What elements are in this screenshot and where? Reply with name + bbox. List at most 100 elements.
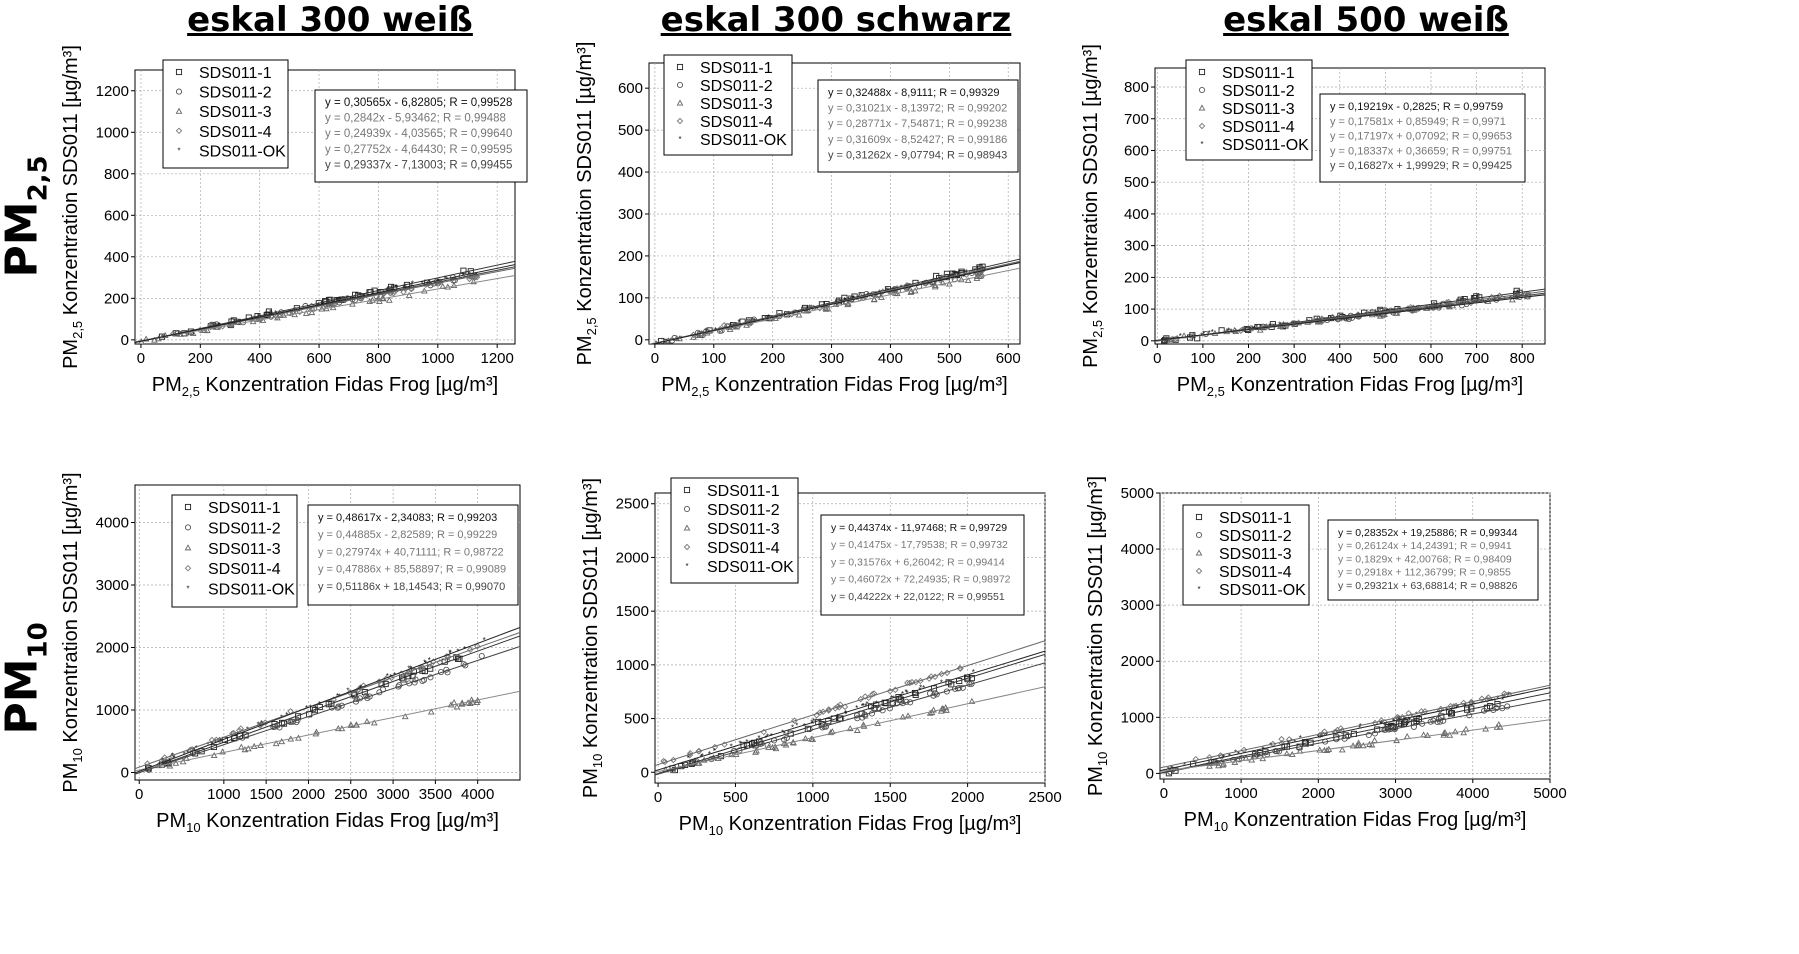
x-tick-label: 4000 bbox=[461, 786, 494, 803]
data-point: * bbox=[1293, 739, 1296, 748]
data-point: * bbox=[1467, 301, 1470, 310]
chart-2: 0 100 200 300 400 500 600 0 100 200 300 400 500 600 PM… bbox=[574, 42, 1021, 399]
data-point: * bbox=[1425, 305, 1428, 314]
y-tick-label: 2500 bbox=[616, 496, 649, 513]
equation-text: y = 0,2842x - 5,93462; R = 0,99488 bbox=[325, 113, 506, 125]
data-point bbox=[834, 703, 841, 710]
data-point bbox=[857, 695, 864, 703]
regression-line bbox=[1160, 687, 1550, 772]
data-point bbox=[1382, 306, 1389, 313]
data-point bbox=[875, 705, 882, 712]
data-point: * bbox=[338, 692, 341, 701]
data-point: * bbox=[1222, 753, 1225, 762]
data-point: * bbox=[972, 668, 975, 677]
data-point bbox=[836, 701, 844, 708]
data-point: * bbox=[1211, 328, 1214, 337]
legend-marker bbox=[1198, 122, 1206, 130]
legend-label: SDS011-1 bbox=[199, 65, 272, 82]
data-point: * bbox=[1320, 734, 1323, 743]
data-point bbox=[906, 679, 913, 687]
data-point bbox=[661, 758, 669, 766]
data-point: * bbox=[1375, 312, 1378, 321]
data-point bbox=[144, 760, 151, 767]
x-tick-label: 4000 bbox=[1456, 785, 1489, 802]
legend-marker: * bbox=[1200, 140, 1203, 149]
data-point: * bbox=[1503, 296, 1506, 305]
data-point: * bbox=[1501, 696, 1504, 705]
data-point: * bbox=[1483, 299, 1486, 308]
x-tick-label: 400 bbox=[878, 350, 903, 367]
legend-marker: * bbox=[685, 562, 688, 571]
data-point bbox=[401, 713, 409, 720]
y-tick-label: 300 bbox=[618, 206, 643, 223]
equation-text: y = 0,32488x - 8,9111; R = 0,99329 bbox=[828, 87, 999, 99]
equation-text: y = 0,30565x - 6,82805; R = 0,99528 bbox=[325, 97, 512, 109]
data-point bbox=[816, 709, 824, 716]
legend-label: SDS011-2 bbox=[199, 85, 272, 102]
x-tick-label: 300 bbox=[819, 350, 844, 367]
x-tick-label: 1200 bbox=[481, 350, 514, 367]
data-point bbox=[1405, 710, 1412, 717]
regression-line bbox=[1160, 692, 1550, 774]
data-point bbox=[453, 703, 461, 710]
x-tick-label: 3000 bbox=[376, 786, 409, 803]
x-tick-label: 600 bbox=[307, 350, 332, 367]
y-tick-label: 0 bbox=[121, 765, 129, 782]
y-tick-label: 400 bbox=[1124, 206, 1149, 223]
legend-label: SDS011-OK bbox=[1222, 137, 1309, 154]
data-point: * bbox=[1200, 332, 1203, 341]
regression-line bbox=[135, 264, 515, 344]
data-point: * bbox=[1167, 765, 1170, 774]
y-tick-label: 0 bbox=[641, 764, 649, 781]
data-point: * bbox=[965, 271, 968, 280]
y-axis-label: PM10 Konzentration SDS011 [µg/m³] bbox=[60, 472, 85, 792]
x-tick-label: 0 bbox=[137, 350, 145, 367]
data-point bbox=[273, 313, 281, 321]
legend-marker bbox=[683, 486, 691, 494]
data-point bbox=[1446, 731, 1454, 738]
data-point: * bbox=[219, 737, 222, 746]
data-point bbox=[1434, 718, 1441, 725]
data-point: * bbox=[171, 752, 174, 761]
regression-line bbox=[135, 260, 515, 344]
legend-label: SDS011-3 bbox=[1222, 101, 1295, 118]
x-tick-label: 0 bbox=[651, 350, 659, 367]
data-point: * bbox=[1237, 750, 1240, 759]
legend-marker bbox=[683, 505, 691, 513]
data-point: * bbox=[437, 277, 440, 286]
x-tick-label: 500 bbox=[723, 789, 748, 806]
y-tick-label: 1000 bbox=[96, 702, 129, 719]
legend-label: SDS011-4 bbox=[1222, 119, 1295, 136]
equation-text: y = 0,16827x + 1,99929; R = 0,99425 bbox=[1330, 160, 1512, 172]
y-tick-label: 4000 bbox=[96, 515, 129, 532]
y-tick-label: 300 bbox=[1124, 238, 1149, 255]
data-point: * bbox=[1290, 737, 1293, 746]
data-point bbox=[1435, 715, 1442, 723]
data-point bbox=[883, 700, 890, 707]
data-point: * bbox=[1333, 316, 1336, 325]
regression-line bbox=[650, 261, 1020, 344]
x-axis-label: PM2,5 Konzentration Fidas Frog [µg/m³] bbox=[152, 374, 498, 399]
data-point bbox=[445, 653, 452, 661]
data-point bbox=[1368, 741, 1376, 748]
data-point bbox=[189, 329, 197, 337]
data-point bbox=[412, 676, 419, 683]
legend-marker bbox=[1195, 549, 1203, 556]
data-point bbox=[854, 712, 861, 719]
equation-text: y = 0,27752x - 4,64430; R = 0,99595 bbox=[325, 144, 512, 156]
data-point: * bbox=[423, 658, 426, 667]
column-title-3: eskal 500 weiß bbox=[1223, 0, 1509, 40]
data-point: * bbox=[468, 271, 471, 280]
data-point: * bbox=[1345, 316, 1348, 325]
legend-label: SDS011-1 bbox=[1219, 510, 1292, 527]
legend-marker bbox=[1198, 104, 1206, 111]
data-point: * bbox=[700, 753, 703, 762]
data-point bbox=[870, 296, 878, 303]
x-tick-label: 500 bbox=[937, 350, 962, 367]
data-point: * bbox=[738, 739, 741, 748]
data-point bbox=[873, 701, 880, 708]
legend-label: SDS011-OK bbox=[208, 582, 295, 599]
